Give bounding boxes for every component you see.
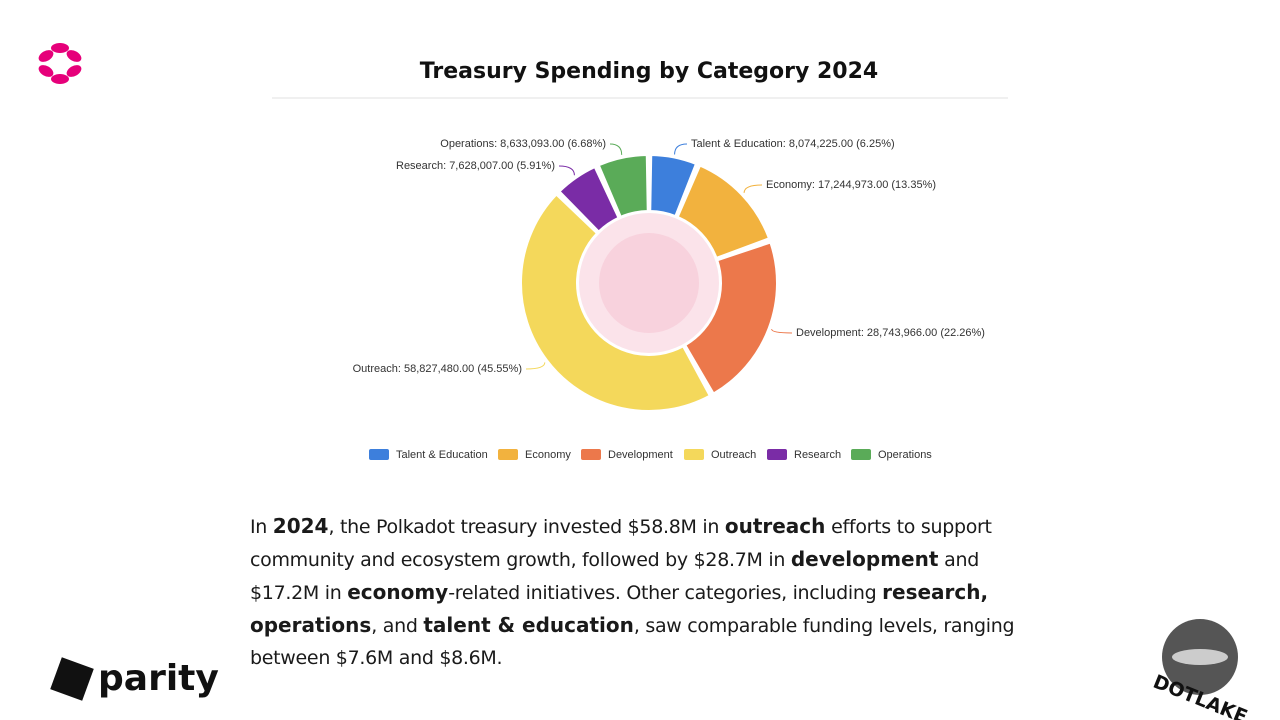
- leader-line: [743, 184, 763, 193]
- donut-segment: [520, 193, 711, 412]
- data-label: Research: 7,628,007.00 (5.91%): [396, 160, 555, 172]
- donut-segment: [558, 166, 620, 233]
- emphasis: research, operations: [250, 580, 989, 637]
- emphasis: 2024: [272, 514, 329, 538]
- legend-label: Development: [608, 449, 673, 461]
- text-run: In: [250, 516, 273, 538]
- legend-label: Outreach: [711, 449, 756, 461]
- legend-label: Talent & Education: [396, 449, 488, 461]
- text-run: -related initiatives. Other categories, …: [448, 582, 883, 604]
- emphasis: talent & education: [423, 613, 634, 637]
- emphasis: outreach: [724, 514, 826, 538]
- legend-label: Research: [794, 449, 841, 461]
- leader-line: [609, 143, 623, 155]
- donut-segment: [684, 241, 778, 395]
- emphasis: development: [790, 547, 939, 571]
- leader-line: [771, 329, 793, 334]
- polkadot-logo: [38, 43, 82, 84]
- text-run: , saw comparable funding levels, ranging…: [250, 615, 1015, 669]
- leader-line: [558, 165, 575, 176]
- parity-wordmark: parity: [98, 658, 219, 699]
- legend-swatch: [851, 449, 871, 460]
- leader-line: [674, 143, 688, 155]
- summary-paragraph: In 2024, the Polkadot treasury invested …: [250, 510, 1020, 674]
- data-label: Economy: 17,244,973.00 (13.35%): [766, 179, 936, 191]
- legend-swatch: [581, 449, 601, 460]
- dotlake-logo: DOTLAKE: [1150, 619, 1250, 720]
- legend-label: Operations: [878, 449, 932, 461]
- leader-line: [525, 362, 546, 370]
- data-label: Talent & Education: 8,074,225.00 (6.25%): [691, 138, 895, 150]
- chart-title: Treasury Spending by Category 2024: [420, 59, 878, 84]
- data-label: Operations: 8,633,093.00 (6.68%): [440, 138, 606, 150]
- legend-swatch: [767, 449, 787, 460]
- center-art-inner: [599, 233, 699, 333]
- donut-segment: [649, 154, 697, 218]
- donut-segment: [676, 164, 770, 259]
- donut-segment: [597, 154, 649, 218]
- text-run: and $17.2M in: [250, 549, 980, 604]
- parity-logo: parity: [50, 657, 219, 701]
- data-label: Outreach: 58,827,480.00 (45.55%): [353, 363, 522, 375]
- text-run: , and: [371, 615, 424, 637]
- text-run: , the Polkadot treasury invested $58.8M …: [328, 516, 725, 538]
- legend-swatch: [369, 449, 389, 460]
- legend-swatch: [498, 449, 518, 460]
- data-label: Development: 28,743,966.00 (22.26%): [796, 327, 985, 339]
- text-run: efforts to support community and ecosyst…: [250, 516, 992, 571]
- legend-swatch: [684, 449, 704, 460]
- emphasis: economy: [347, 580, 449, 604]
- legend-label: Economy: [525, 449, 571, 461]
